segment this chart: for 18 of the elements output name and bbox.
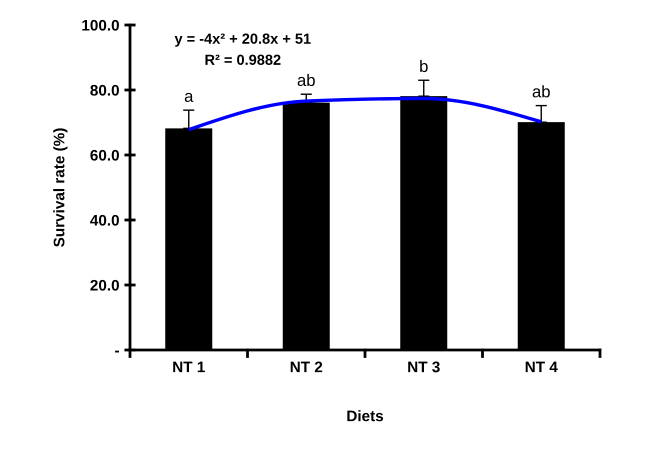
x-tick-label: NT 1 (173, 362, 205, 372)
annotation: y = -4x² + 20.8x + 51 (174, 34, 311, 47)
x-tick-label: NT 2 (290, 362, 322, 372)
annotation: R² = 0.9882 (205, 54, 281, 65)
y-tick-label: 100.0 (82, 20, 119, 31)
y-axis-title: Survival rate (%) (53, 128, 68, 247)
annotation: b (420, 60, 428, 72)
y-tick-label: - (115, 350, 119, 352)
x-axis-title: Diets (347, 410, 384, 422)
y-tick-label: 40.0 (90, 214, 119, 226)
y-tick-label: 60.0 (90, 150, 119, 161)
annotation: ab (298, 74, 315, 86)
x-tick-label: NT 3 (408, 362, 440, 372)
y-tick-label: 20.0 (90, 280, 119, 291)
x-tick-label: NT 4 (526, 362, 558, 372)
y-tick-label: 80.0 (90, 84, 119, 96)
annotation: ab (532, 85, 550, 98)
annotation: a (184, 92, 194, 102)
